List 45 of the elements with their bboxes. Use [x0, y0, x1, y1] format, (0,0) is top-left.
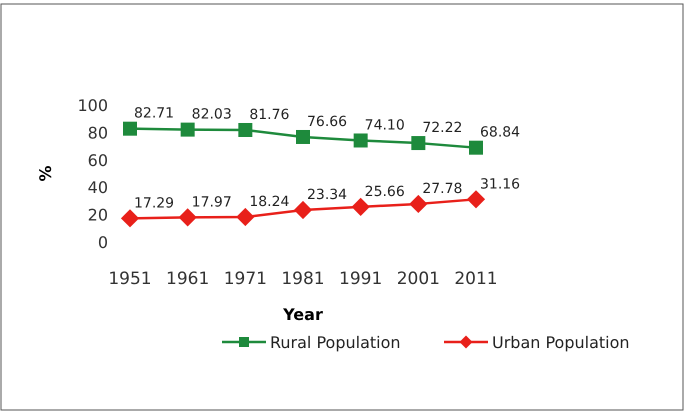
point: [296, 130, 310, 144]
point: [294, 200, 312, 220]
point: [236, 208, 254, 226]
data-label: 17.97: [192, 194, 232, 210]
point: [354, 133, 368, 148]
point: [469, 140, 483, 155]
data-label: 25.66: [364, 184, 405, 200]
x-tick-label: 1971: [224, 269, 267, 289]
y-tick-label: 60: [88, 150, 108, 170]
y-tick-label: 20: [88, 206, 108, 225]
y-tick-label: 80: [88, 123, 108, 142]
y-tick-label: 100: [77, 96, 108, 115]
data-label: 81.76: [249, 106, 290, 123]
data-label: 27.78: [422, 180, 462, 197]
data-label: 74.10: [364, 117, 405, 134]
x-tick-label: 1981: [281, 269, 325, 289]
data-label: 18.24: [249, 194, 290, 210]
data-label: 17.29: [134, 195, 174, 212]
x-tick-label: 2011: [454, 269, 498, 289]
x-tick-label: 1951: [108, 269, 152, 289]
point: [123, 122, 137, 136]
point: [120, 209, 140, 228]
point: [466, 190, 486, 208]
data-label: 76.66: [307, 114, 348, 130]
point: [411, 136, 426, 150]
point: [178, 208, 197, 226]
y-axis-title: %: [36, 165, 55, 182]
data-label: 68.84: [480, 124, 520, 141]
x-axis-title: Year: [282, 305, 323, 324]
point: [409, 194, 428, 214]
x-tick-label: 1961: [166, 269, 210, 289]
point: [352, 198, 370, 216]
data-label: 31.16: [480, 176, 520, 192]
legend-label: Rural Population: [270, 333, 401, 352]
data-label: 23.34: [307, 187, 348, 204]
point: [180, 122, 195, 137]
data-label: 72.22: [422, 120, 462, 136]
data-label: 82.03: [192, 106, 232, 123]
point: [238, 122, 252, 137]
x-tick-label: 2001: [396, 269, 440, 289]
data-label: 82.71: [134, 106, 174, 122]
x-tick-label: 1991: [339, 269, 382, 289]
y-tick-label: 40: [88, 178, 108, 198]
y-tick-label: 0: [98, 233, 108, 252]
legend-label: Urban Population: [492, 333, 630, 352]
